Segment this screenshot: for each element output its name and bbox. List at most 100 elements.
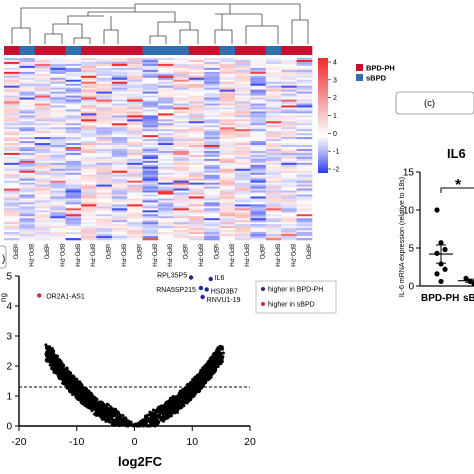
heatmap-cell <box>81 101 97 104</box>
volcano-point <box>147 417 151 421</box>
heatmap-cell <box>250 139 267 142</box>
heatmap-cell <box>235 135 251 138</box>
heatmap-cell <box>4 83 20 86</box>
heatmap-cell <box>34 117 51 120</box>
labeled-point <box>188 275 194 280</box>
heatmap-cell <box>19 186 36 189</box>
heatmap-cell <box>65 113 82 116</box>
heatmap-cell <box>50 129 66 132</box>
il6-point <box>438 261 444 267</box>
heatmap-cell <box>81 212 97 215</box>
heatmap-cell <box>81 230 97 233</box>
heatmap-cell <box>219 97 236 100</box>
heatmap-cell <box>296 123 313 126</box>
heatmap-cell <box>50 196 66 199</box>
heatmap-cell <box>296 160 313 164</box>
volcano-point <box>92 399 96 403</box>
volcano-point <box>196 379 200 382</box>
heatmap-cell <box>219 234 236 237</box>
heatmap-cell <box>296 218 313 221</box>
heatmap-cell <box>127 214 143 217</box>
heatmap-cell <box>65 200 82 203</box>
heatmap-cell <box>219 105 236 108</box>
heatmap-cell <box>142 97 159 100</box>
heatmap-cell <box>19 75 36 79</box>
heatmap-cell <box>111 125 128 128</box>
heatmap-cell <box>4 101 20 104</box>
heatmap-cell <box>50 97 66 100</box>
heatmap-cell <box>158 117 174 120</box>
il6-points <box>429 207 474 287</box>
heatmap-cell <box>4 143 20 146</box>
heatmap-cell <box>81 228 97 231</box>
heatmap-cell <box>235 61 251 65</box>
group-bar-cell <box>188 46 205 55</box>
heatmap-cell <box>158 178 174 181</box>
group-bar-cell <box>19 46 36 55</box>
heatmap-cell <box>173 214 190 217</box>
heatmap-cell <box>50 149 66 152</box>
heatmap-cell <box>219 131 236 134</box>
heatmap-cell <box>4 109 20 112</box>
heatmap-cell <box>127 234 143 237</box>
heatmap-cell <box>34 202 51 205</box>
heatmap-cell <box>96 117 113 120</box>
heatmap-cell <box>219 158 236 162</box>
heatmap-cell <box>265 160 282 164</box>
volcano-point <box>181 388 185 392</box>
heatmap-cell <box>173 103 190 106</box>
labeled-point <box>200 294 205 300</box>
heatmap-cell <box>188 220 205 223</box>
heatmap-cell <box>173 61 190 65</box>
heatmap-cell <box>111 204 128 207</box>
heatmap-cell <box>34 182 51 185</box>
volcano-point <box>186 397 190 401</box>
heatmap-cell <box>204 156 220 160</box>
heatmap-cell <box>235 236 251 239</box>
heatmap-cell <box>96 93 113 96</box>
heatmap-cell <box>4 69 20 73</box>
heatmap-cell <box>65 139 82 142</box>
heatmap-cell <box>111 192 128 195</box>
heatmap-cell <box>296 200 313 203</box>
heatmap-cell <box>158 69 174 73</box>
heatmap-cell <box>188 123 205 126</box>
heatmap-cell <box>96 137 113 140</box>
heatmap-cell <box>81 220 97 223</box>
heatmap-cell <box>81 133 97 136</box>
gene-label: RNVU1-19 <box>207 297 241 304</box>
heatmap-cell <box>111 65 128 69</box>
heatmap-cell <box>204 141 220 144</box>
heatmap-cell <box>204 236 220 239</box>
heatmap-cell <box>111 210 128 213</box>
heatmap-cell <box>50 168 66 172</box>
heatmap-cell <box>142 154 159 158</box>
heatmap-cell <box>4 222 20 225</box>
volcano-point <box>215 359 219 363</box>
volcano-point <box>186 395 190 399</box>
heatmap-cell <box>96 176 113 179</box>
heatmap-cell <box>219 137 236 140</box>
heatmap-cell <box>158 214 174 217</box>
heatmap-cell <box>19 141 36 144</box>
heatmap-cell <box>158 131 174 134</box>
heatmap-cell <box>281 141 297 144</box>
heatmap-cell <box>81 75 97 79</box>
volcano-point <box>114 410 117 414</box>
heatmap-cell <box>265 230 282 233</box>
heatmap-cell <box>188 198 205 201</box>
volcano-point <box>152 419 156 423</box>
heatmap-cell <box>188 238 205 241</box>
volcano-point <box>204 380 208 384</box>
heatmap-cell <box>96 218 113 221</box>
heatmap-cell <box>235 218 251 221</box>
heatmap-cell <box>204 224 220 227</box>
heatmap-cell <box>219 176 236 179</box>
heatmap-cell <box>204 125 220 128</box>
heatmap-cell <box>111 234 128 237</box>
heatmap-cell <box>34 156 51 160</box>
heatmap-cell <box>4 156 20 160</box>
heatmap-cell <box>250 93 267 96</box>
heatmap-cell <box>158 137 174 140</box>
